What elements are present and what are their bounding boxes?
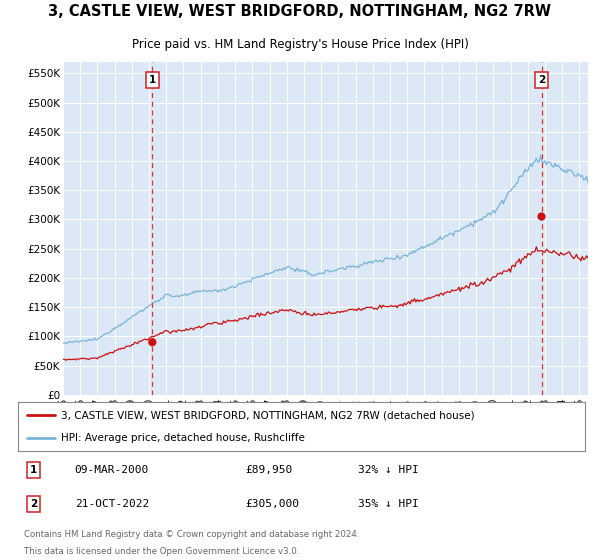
Text: 35% ↓ HPI: 35% ↓ HPI — [358, 499, 419, 509]
Text: Price paid vs. HM Land Registry's House Price Index (HPI): Price paid vs. HM Land Registry's House … — [131, 38, 469, 50]
Text: 1: 1 — [30, 465, 38, 475]
Point — [537, 212, 547, 221]
Text: 2: 2 — [538, 75, 545, 85]
Text: HPI: Average price, detached house, Rushcliffe: HPI: Average price, detached house, Rush… — [61, 433, 304, 444]
Text: 2: 2 — [30, 499, 38, 509]
Text: 1: 1 — [149, 75, 156, 85]
Text: £305,000: £305,000 — [245, 499, 299, 509]
Text: This data is licensed under the Open Government Licence v3.0.: This data is licensed under the Open Gov… — [23, 548, 299, 557]
Text: 21-OCT-2022: 21-OCT-2022 — [75, 499, 149, 509]
Text: £89,950: £89,950 — [245, 465, 292, 475]
Text: 3, CASTLE VIEW, WEST BRIDGFORD, NOTTINGHAM, NG2 7RW: 3, CASTLE VIEW, WEST BRIDGFORD, NOTTINGH… — [49, 4, 551, 19]
Text: 09-MAR-2000: 09-MAR-2000 — [75, 465, 149, 475]
Text: 32% ↓ HPI: 32% ↓ HPI — [358, 465, 419, 475]
Text: 3, CASTLE VIEW, WEST BRIDGFORD, NOTTINGHAM, NG2 7RW (detached house): 3, CASTLE VIEW, WEST BRIDGFORD, NOTTINGH… — [61, 410, 474, 421]
Point — [148, 338, 157, 347]
Text: Contains HM Land Registry data © Crown copyright and database right 2024.: Contains HM Land Registry data © Crown c… — [23, 530, 359, 539]
